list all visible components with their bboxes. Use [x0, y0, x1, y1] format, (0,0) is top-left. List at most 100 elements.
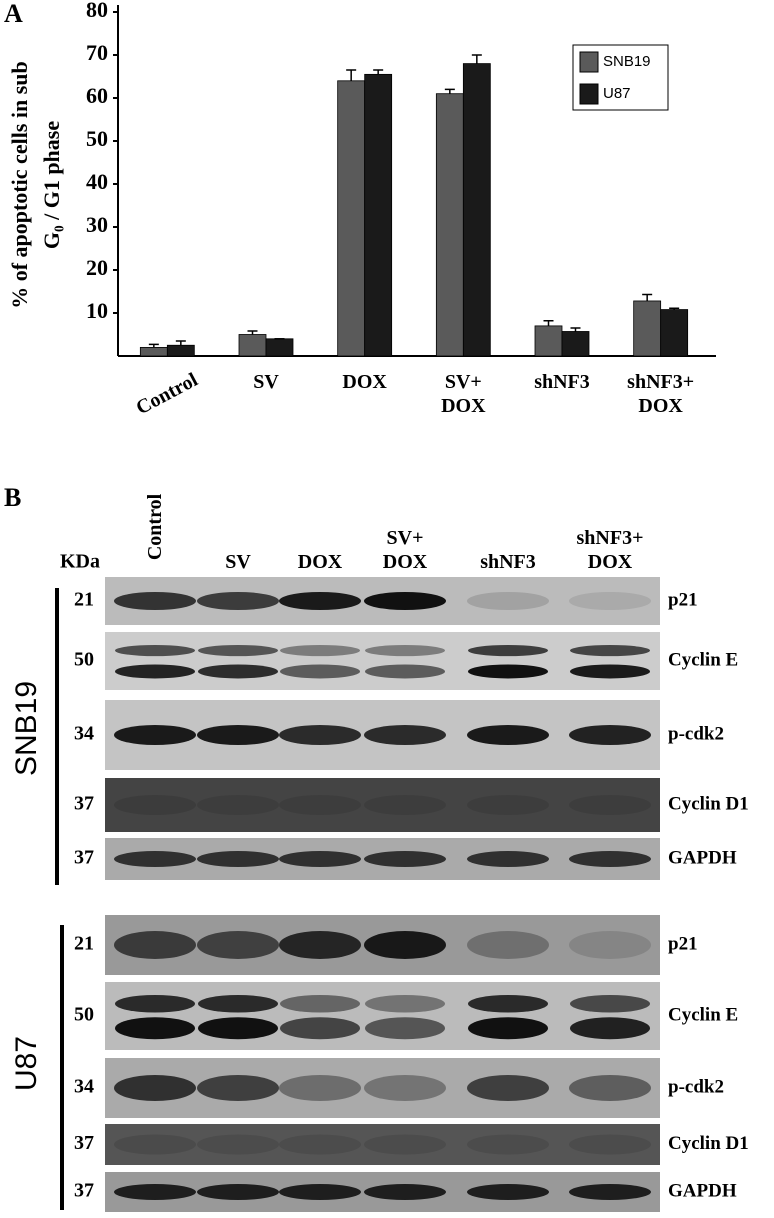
error-bar: [148, 343, 159, 348]
protein-label: p21: [668, 589, 698, 610]
y-tick-label: 20: [86, 255, 108, 280]
blot-band: [364, 592, 446, 610]
protein-label: GAPDH: [668, 847, 737, 868]
blot-band: [197, 1075, 279, 1101]
lane-label: shNF3+ DOX: [576, 527, 644, 573]
blot-strip: [105, 982, 660, 1050]
bar: [660, 309, 689, 357]
blot-band: [364, 1134, 446, 1155]
blot-band: [115, 664, 195, 679]
y-tick-label: 60: [86, 83, 108, 108]
error-bar: [471, 54, 482, 64]
blot-band: [280, 1017, 360, 1040]
bar: [633, 300, 662, 357]
blot-strip: [105, 632, 660, 690]
blot-band: [114, 1075, 196, 1101]
x-tick-label: shNF3+ DOX: [627, 371, 695, 417]
blot-band: [115, 994, 195, 1013]
blot-band: [467, 851, 549, 867]
blot-band: [198, 644, 278, 657]
blot-band: [197, 1134, 279, 1155]
bar: [435, 93, 464, 357]
blot-band: [569, 592, 651, 610]
blot-band: [467, 931, 549, 959]
blot-band: [365, 644, 445, 657]
protein-label: Cyclin E: [668, 1004, 738, 1025]
blot-band: [279, 1134, 361, 1155]
blot-band: [114, 851, 196, 867]
error-bar: [669, 307, 680, 310]
kda-label: 34: [74, 1076, 94, 1098]
bar: [534, 325, 563, 357]
blot-band: [197, 851, 279, 867]
panel-label: B: [4, 483, 21, 512]
blot-band: [197, 592, 279, 610]
lane-label: SV+ DOX: [382, 527, 428, 573]
kda-header: KDa: [60, 551, 100, 573]
y-axis-label: G₀ / G1 phase: [39, 121, 64, 249]
error-bar: [444, 88, 455, 94]
protein-label: GAPDH: [668, 1180, 737, 1201]
blot-band: [279, 592, 361, 610]
blot-band: [570, 644, 650, 657]
blot-band: [467, 1134, 549, 1155]
blot-band: [365, 664, 445, 679]
blot-band: [364, 1075, 446, 1101]
blot-band: [280, 994, 360, 1013]
blot-band: [569, 795, 651, 815]
blot-strip: [105, 1124, 660, 1165]
blot-band: [279, 795, 361, 815]
error-bar: [175, 340, 186, 346]
cell-line-label: SNB19: [10, 681, 43, 776]
blot-band: [364, 795, 446, 815]
blot-band: [467, 795, 549, 815]
kda-label: 21: [74, 933, 94, 955]
error-bar: [346, 69, 357, 81]
lane-label: DOX: [297, 551, 343, 573]
blot-band: [198, 994, 278, 1013]
blot-band: [570, 664, 650, 679]
blot-band: [570, 1017, 650, 1040]
blot-band: [280, 664, 360, 679]
blot-band: [467, 725, 549, 745]
blot-band: [569, 725, 651, 745]
bar: [561, 331, 590, 357]
blot-band: [197, 725, 279, 745]
blot-band: [114, 1184, 196, 1200]
blot-band: [468, 664, 548, 679]
blot-band: [569, 1075, 651, 1101]
blot-band: [279, 851, 361, 867]
blot-band: [197, 1184, 279, 1200]
error-bar: [543, 319, 554, 326]
kda-label: 50: [74, 1004, 94, 1026]
bar: [337, 80, 366, 357]
x-tick-label: SV+ DOX: [441, 371, 486, 417]
blot-band: [468, 1017, 548, 1040]
kda-label: 37: [74, 1180, 94, 1202]
blot-band: [468, 644, 548, 657]
y-axis-label: % of apoptotic cells in sub: [7, 61, 32, 309]
kda-label: 50: [74, 649, 94, 671]
y-tick-label: 10: [86, 298, 108, 323]
blot-band: [115, 1017, 195, 1040]
error-bar: [373, 69, 384, 75]
blot-band: [364, 725, 446, 745]
cell-line-label: U87: [10, 1036, 43, 1091]
bar: [265, 338, 294, 357]
blot-band: [197, 795, 279, 815]
bar: [364, 73, 393, 357]
blot-band: [569, 1184, 651, 1200]
blot-band: [365, 1017, 445, 1040]
protein-label: p21: [668, 933, 698, 954]
blot-band: [467, 1184, 549, 1200]
legend-swatch: [579, 83, 599, 105]
blot-band: [279, 725, 361, 745]
blot-strip: [105, 778, 660, 832]
y-tick-label: 70: [86, 40, 108, 65]
blot-band: [114, 725, 196, 745]
legend-swatch: [579, 51, 599, 73]
blot-band: [364, 1184, 446, 1200]
protein-label: p-cdk2: [668, 1076, 724, 1097]
